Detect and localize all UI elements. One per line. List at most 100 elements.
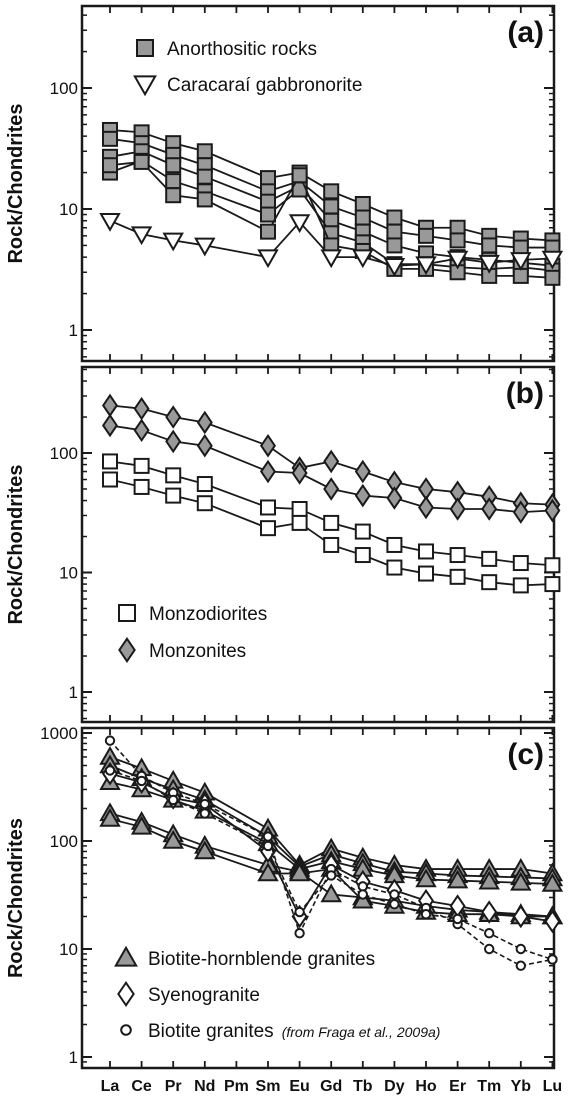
data-point — [165, 157, 182, 174]
data-point — [386, 559, 403, 576]
data-point — [481, 237, 498, 254]
x-tick-label: Yb — [511, 1078, 532, 1095]
data-point — [544, 557, 561, 574]
data-point — [262, 831, 274, 842]
y-tick-label: 100 — [50, 444, 78, 463]
data-point — [196, 410, 213, 435]
data-point — [323, 449, 340, 474]
y-tick-label: 10 — [59, 564, 78, 583]
data-point — [515, 960, 526, 971]
data-point — [260, 170, 276, 187]
data-point — [420, 909, 432, 920]
legend-marker-diamond — [117, 980, 135, 1008]
data-point — [449, 547, 466, 564]
data-point — [512, 555, 529, 572]
data-point — [257, 862, 279, 882]
data-point — [199, 808, 211, 819]
data-point — [165, 187, 182, 204]
x-tick-label: Nd — [194, 1078, 215, 1095]
legend-marker-triangle-down — [133, 75, 157, 97]
data-point — [162, 232, 184, 252]
data-point — [199, 798, 211, 810]
panel-label: (b) — [506, 377, 544, 410]
data-point — [515, 943, 526, 955]
y-tick-label: 100 — [50, 79, 78, 98]
data-point — [288, 862, 311, 882]
data-point — [130, 815, 153, 835]
legend-label-text: Biotite granites — [148, 1021, 274, 1042]
data-point — [544, 498, 561, 523]
data-point — [259, 433, 277, 458]
data-point — [389, 898, 400, 910]
data-point — [478, 870, 500, 890]
data-point — [354, 209, 371, 226]
data-point — [544, 909, 561, 934]
y-axis-label: Rock/Chondrites — [5, 464, 27, 624]
data-point — [417, 495, 435, 520]
data-point — [196, 191, 213, 208]
data-point — [544, 576, 561, 593]
x-tick-label: Eu — [289, 1078, 309, 1095]
legend-marker-square — [118, 604, 136, 622]
data-point — [510, 871, 532, 891]
data-point — [415, 256, 437, 276]
data-point — [386, 223, 403, 240]
data-point — [418, 565, 434, 582]
x-tick-label: Er — [449, 1078, 466, 1095]
data-point — [291, 461, 308, 485]
data-point — [259, 459, 277, 484]
y-tick-label: 1 — [69, 1048, 78, 1067]
legend: Biotite-hornblende granites Syenogranite B… — [114, 945, 440, 1042]
data-point — [389, 889, 400, 900]
data-point — [262, 840, 274, 852]
data-point — [291, 514, 308, 531]
legend-label-text: Syenogranite — [148, 985, 260, 1006]
data-point — [547, 954, 558, 965]
data-point — [136, 775, 147, 787]
data-point — [99, 807, 121, 827]
data-point — [291, 167, 308, 184]
data-point — [354, 459, 371, 484]
legend-marker-circle — [120, 1024, 132, 1036]
legend-label: Monzodiorites — [149, 604, 267, 625]
plot-frame — [80, 4, 556, 363]
data-point — [194, 840, 216, 860]
y-axis-label: Rock/Chondrites — [5, 818, 27, 978]
data-point — [133, 153, 150, 170]
legend: Monzodiorites Monzonites — [118, 604, 267, 664]
data-point — [449, 232, 466, 249]
data-point — [133, 396, 150, 421]
data-point — [130, 226, 153, 246]
legend-label-text: Biotite-hornblende granites — [148, 949, 375, 970]
series-line — [109, 740, 553, 967]
data-point — [415, 868, 437, 888]
series-diamond-2-1 — [101, 393, 561, 517]
data-point — [326, 870, 337, 881]
x-tick-label: Tb — [353, 1078, 373, 1095]
data-point — [484, 928, 495, 939]
legend-label: Anorthositic rocks — [167, 39, 317, 60]
data-point — [294, 928, 305, 939]
data-point — [260, 223, 276, 240]
y-tick-label: 1 — [69, 321, 78, 340]
series-diamond-2-2 — [101, 413, 561, 524]
plot-frame — [80, 365, 556, 724]
data-point — [196, 168, 213, 185]
data-point — [510, 252, 532, 271]
data-point — [165, 405, 182, 429]
data-point — [165, 173, 182, 190]
data-point — [196, 433, 213, 458]
data-point — [288, 214, 311, 234]
data-point — [418, 227, 434, 244]
y-tick-label: 10 — [59, 940, 78, 959]
legend-marker-diamond — [118, 636, 136, 664]
data-point — [323, 183, 340, 200]
data-point — [260, 206, 276, 223]
panel-label: (a) — [507, 16, 544, 49]
x-tick-label: La — [101, 1078, 120, 1095]
data-point — [101, 393, 119, 418]
legend-label: Caracaraí gabbronorite — [167, 75, 362, 96]
x-tick-label: Pr — [165, 1078, 182, 1095]
y-axis-label: Rock/Chondrites — [5, 103, 27, 263]
